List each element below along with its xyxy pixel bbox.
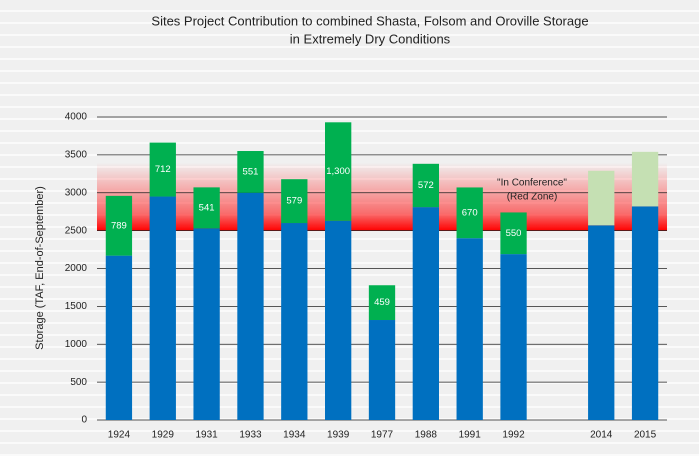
bar-segment [588,170,615,226]
data-label: 541 [199,202,215,213]
y-tick-label: 1500 [65,301,88,312]
bar-segment [500,254,527,420]
y-tick-label: 3000 [65,187,88,198]
bar-segment [456,238,483,420]
bar-segment [412,207,439,420]
zone-label: (Red Zone) [507,192,558,203]
bar-segment [368,285,396,321]
data-label: 579 [286,196,302,207]
zone-label: "In Conference" [497,178,567,189]
bar-segment [193,228,220,420]
x-tick-label: 1992 [502,430,525,441]
y-tick-label: 0 [81,415,87,426]
bar-segment [281,179,308,224]
bar-segment [368,320,396,420]
y-tick-label: 2000 [65,263,88,274]
bar-segment [281,223,308,420]
y-axis-label: Storage (TAF, End-of-September) [34,186,46,350]
x-tick-label: 1934 [283,430,306,441]
chart-title: Sites Project Contribution to combined S… [151,13,588,28]
bar-segment [149,196,176,420]
x-tick-label: 1929 [152,430,175,441]
data-label: 670 [462,207,478,218]
bar-segment [588,225,615,420]
data-label: 550 [506,228,522,239]
x-tick-label: 1931 [195,430,218,441]
y-tick-label: 1000 [65,339,88,350]
bar-segment [325,220,352,420]
chart-subtitle: in Extremely Dry Conditions [290,31,451,46]
bar-segment [105,195,133,256]
bar-segment [631,151,659,207]
y-tick-label: 2500 [65,225,88,236]
data-label: 789 [111,220,127,231]
x-tick-label: 1924 [108,430,131,441]
bar-segment [412,163,439,208]
data-label: 459 [374,297,390,308]
bar-segment [500,212,527,255]
x-tick-label: 1988 [415,430,438,441]
y-tick-label: 4000 [65,112,88,123]
bar-segment [237,151,264,193]
data-label: 1,300 [326,166,350,177]
bar-segment [631,206,659,420]
red-zone [97,162,667,231]
x-tick-label: 1991 [459,430,482,441]
bar-segment [105,255,133,420]
bar-segment [456,187,483,239]
data-label: 712 [155,164,171,175]
bar-segment [237,192,264,420]
x-tick-label: 2015 [634,430,657,441]
bar-segment [149,142,176,197]
data-label: 572 [418,180,434,191]
bar-segment [325,122,352,221]
data-label: 551 [243,166,259,177]
y-tick-label: 500 [70,377,87,388]
x-tick-label: 1933 [239,430,262,441]
bar-segment [193,187,220,229]
x-tick-label: 2014 [590,430,613,441]
y-tick-label: 3500 [65,150,88,161]
x-tick-label: 1977 [371,430,394,441]
x-tick-label: 1939 [327,430,350,441]
